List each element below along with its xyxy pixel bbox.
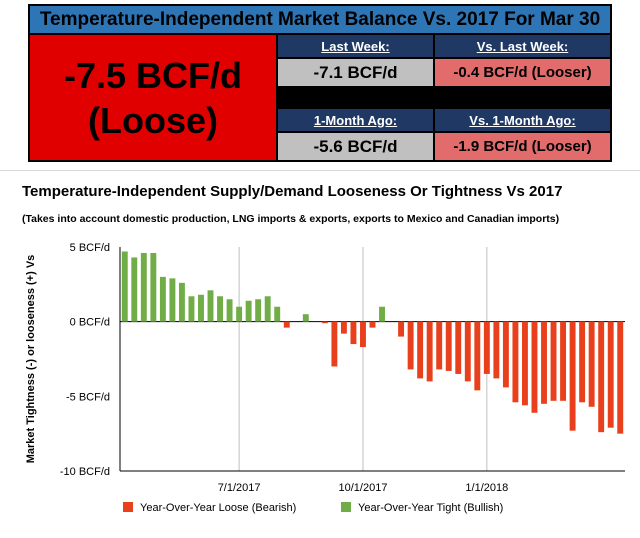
bar: [379, 306, 385, 322]
vs-month-ago-label: Vs. 1-Month Ago:: [435, 109, 610, 131]
month-ago-value: -5.6 BCF/d: [278, 133, 433, 160]
bar: [493, 321, 500, 379]
bar: [321, 321, 328, 324]
chart-axes: [119, 247, 625, 472]
bar: [207, 290, 214, 322]
legend-label-loose: Year-Over-Year Loose (Bearish): [140, 502, 296, 514]
bar: [512, 321, 519, 403]
last-week-label: Last Week:: [278, 35, 433, 57]
bar: [283, 321, 290, 328]
bar: [455, 321, 462, 374]
bar: [169, 278, 176, 322]
bar: [521, 321, 528, 406]
bar: [360, 321, 366, 348]
bar: [255, 299, 262, 322]
bar: [178, 282, 185, 322]
bar: [350, 321, 357, 345]
bar: [150, 252, 157, 322]
bar: [579, 321, 586, 403]
chart-bars: [121, 251, 624, 434]
bar: [474, 321, 481, 391]
bar: [369, 321, 376, 328]
bar: [417, 321, 424, 379]
y-tick-label: 5 BCF/d: [70, 242, 110, 254]
month-ago-label: 1-Month Ago:: [278, 109, 433, 131]
bar: [407, 321, 414, 370]
bar: [245, 300, 252, 322]
chart-subtitle: (Takes into account domestic production,…: [22, 213, 560, 225]
bar: [236, 306, 243, 322]
bar: [226, 299, 233, 322]
bar: [436, 321, 443, 370]
x-tick-label: 7/1/2017: [218, 482, 261, 494]
bar: [217, 296, 224, 322]
bar: [531, 321, 538, 413]
bar: [131, 257, 138, 322]
bar: [445, 321, 452, 371]
bar: [541, 321, 547, 404]
bar: [560, 321, 567, 401]
bar: [264, 296, 271, 322]
market-balance-panel: Temperature-Independent Market Balance V…: [28, 4, 612, 162]
legend-swatch-tight: [341, 502, 351, 512]
bar: [140, 252, 147, 322]
bar: [502, 321, 509, 388]
bar: [121, 251, 128, 322]
vs-last-week-value: -0.4 BCF/d (Looser): [435, 59, 610, 86]
bar: [464, 321, 471, 382]
bar: [340, 321, 347, 334]
looseness-chart: Temperature-Independent Supply/Demand Lo…: [0, 170, 640, 538]
bar: [607, 321, 614, 428]
bar: [588, 321, 595, 407]
panel-title: Temperature-Independent Market Balance V…: [30, 6, 610, 33]
bar: [617, 321, 624, 434]
current-balance-box: -7.5 BCF/d (Loose): [30, 35, 276, 160]
chart-legend: Year-Over-Year Loose (Bearish) Year-Over-…: [123, 502, 503, 514]
bar: [550, 321, 557, 401]
bar: [198, 294, 204, 322]
bar: [331, 321, 338, 367]
y-tick-label: -10 BCF/d: [60, 466, 110, 478]
y-tick-label: -5 BCF/d: [66, 391, 110, 403]
legend-swatch-loose: [123, 502, 133, 512]
current-balance-status: (Loose): [88, 99, 218, 141]
current-balance-value: -7.5 BCF/d: [63, 54, 242, 96]
y-axis-label: Market Tightness (-) or looseness (+) Vs: [25, 255, 37, 464]
vs-last-week-label: Vs. Last Week:: [435, 35, 610, 57]
x-tick-label: 10/1/2017: [339, 482, 388, 494]
bar: [159, 276, 166, 322]
legend-label-tight: Year-Over-Year Tight (Bullish): [358, 502, 503, 514]
bar: [483, 321, 490, 374]
vs-month-ago-value: -1.9 BCF/d (Looser): [435, 133, 610, 160]
chart-title: Temperature-Independent Supply/Demand Lo…: [22, 183, 563, 200]
bar: [598, 321, 605, 433]
x-tick-label: 1/1/2018: [465, 482, 508, 494]
y-tick-label: 0 BCF/d: [70, 317, 110, 329]
bar: [426, 321, 433, 382]
bar: [398, 321, 405, 337]
chart-plot-area: 7/1/2017 10/1/2017 1/1/2018 5 BCF/d 0 BCF/d -…: [25, 242, 625, 514]
chart-labels: 7/1/2017 10/1/2017 1/1/2018 5 BCF/d 0 BCF/d -…: [25, 242, 508, 494]
bar: [274, 306, 281, 322]
bar: [569, 321, 576, 431]
bar: [302, 314, 309, 322]
last-week-value: -7.1 BCF/d: [278, 59, 433, 86]
bar: [188, 296, 195, 322]
